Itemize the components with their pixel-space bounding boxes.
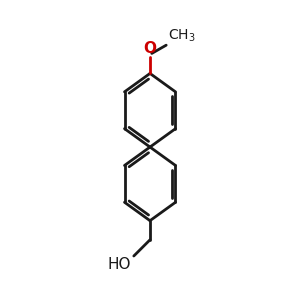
Text: CH$_3$: CH$_3$ [168, 28, 195, 44]
Text: HO: HO [108, 257, 131, 272]
Text: O: O [143, 41, 157, 56]
